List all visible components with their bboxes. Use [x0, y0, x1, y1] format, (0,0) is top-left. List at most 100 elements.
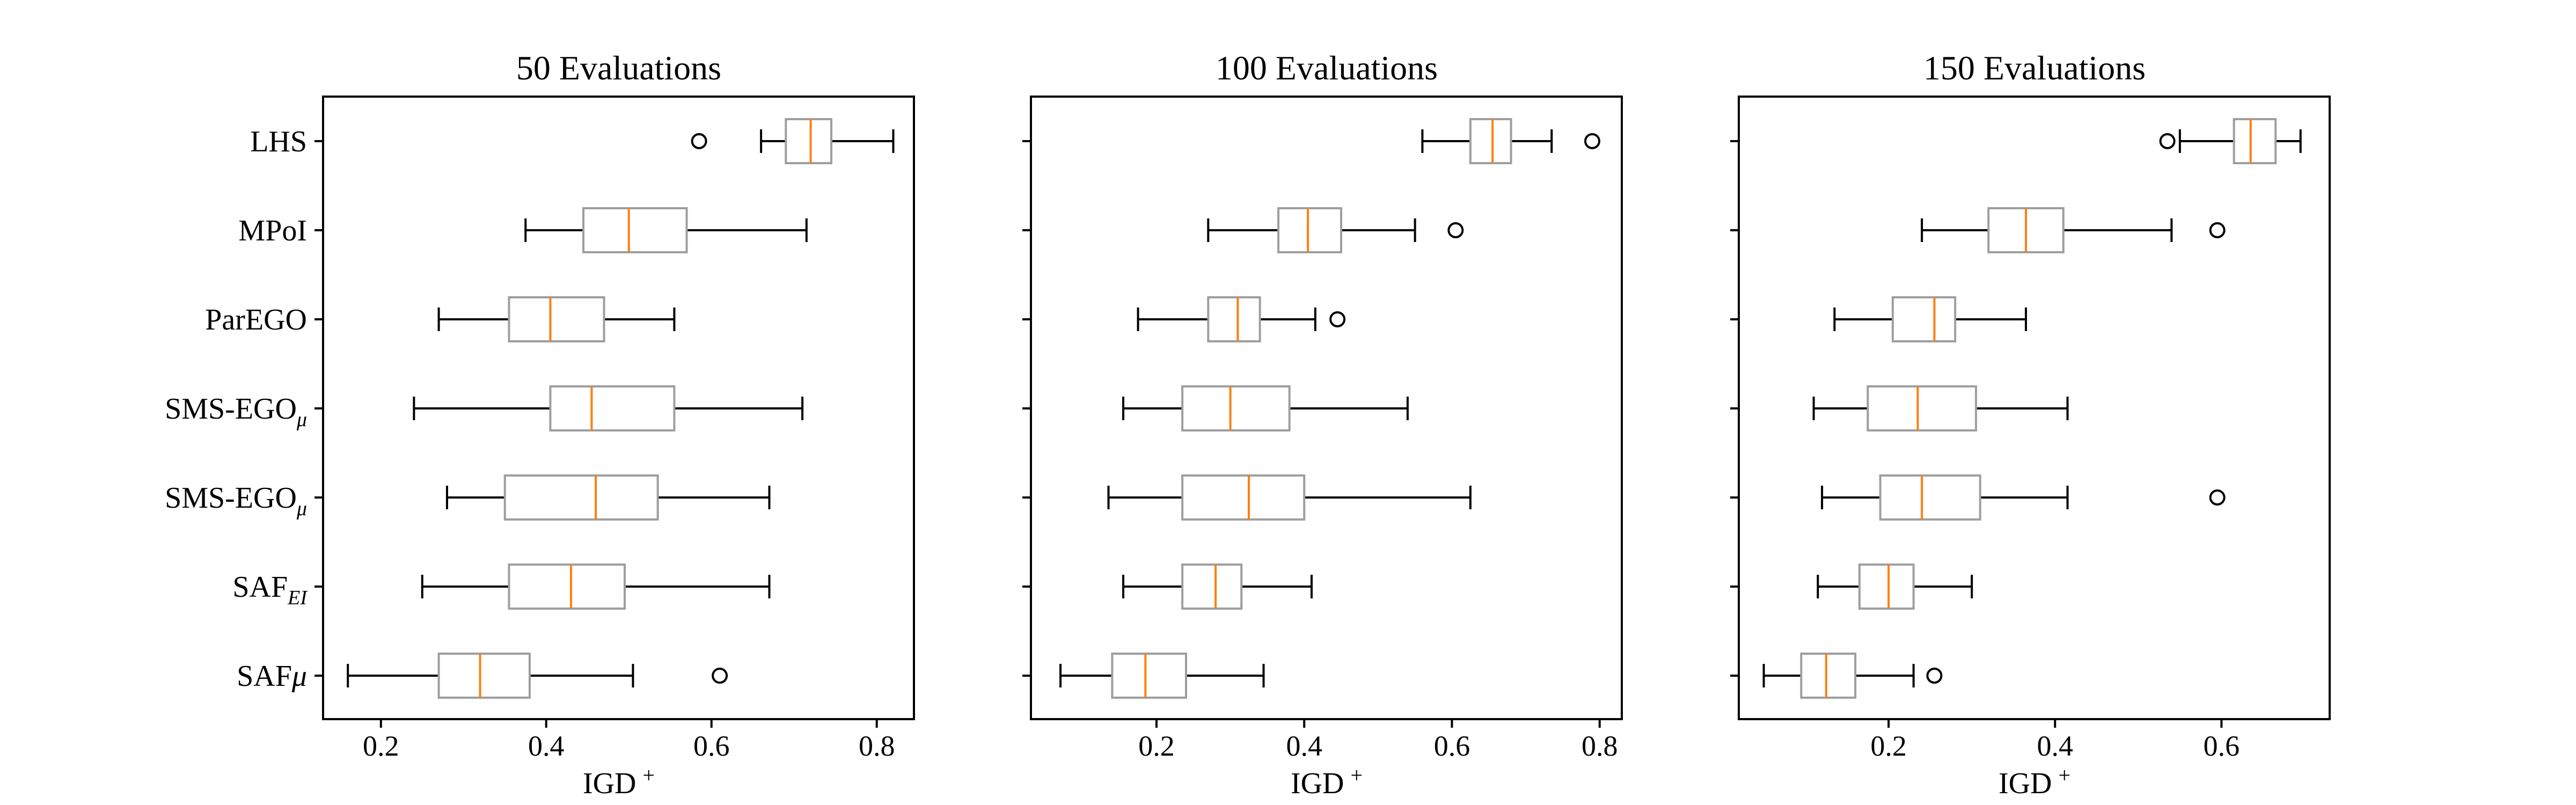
x-tick-label: 0.2 — [1870, 730, 1907, 762]
category-label: SAFμ — [237, 660, 307, 693]
x-axis-label: IGD + — [583, 763, 655, 800]
category-label-base: MPoI — [238, 214, 307, 247]
iqr-box — [1181, 564, 1243, 610]
iqr-box — [508, 296, 605, 342]
box-5 — [421, 564, 771, 610]
iqr-box — [508, 564, 626, 610]
category-label-sub: μ — [296, 408, 307, 431]
iqr-box — [1858, 564, 1915, 610]
iqr-box — [582, 207, 688, 253]
x-axis-label-sup: + — [2058, 763, 2070, 787]
category-label-base: SMS-EGO — [165, 481, 297, 515]
box-0 — [691, 118, 895, 164]
outlier-point — [2159, 133, 2176, 149]
category-label: SMS-EGOμ — [165, 481, 307, 520]
box-2 — [1137, 296, 1346, 342]
box-1 — [1921, 207, 2226, 253]
panel-title: 100 Evaluations — [1216, 49, 1438, 87]
box-1 — [1207, 207, 1464, 253]
x-tick-label: 0.4 — [528, 730, 565, 762]
box-3 — [1812, 385, 2069, 431]
axes-frame — [322, 96, 915, 720]
outlier-point — [2209, 222, 2226, 238]
outlier-point — [2209, 489, 2226, 506]
category-label: SMS-EGOμ — [165, 392, 307, 431]
x-axis-label-sup: + — [1350, 763, 1363, 787]
x-tick-label: 0.6 — [2204, 730, 2240, 762]
category-label-base: LHS — [250, 125, 307, 158]
category-label-sub: μ — [296, 497, 307, 520]
iqr-box — [1800, 653, 1857, 699]
iqr-box — [1879, 474, 1981, 521]
box-0 — [2159, 118, 2302, 164]
iqr-box — [1181, 385, 1291, 431]
panel-title: 50 Evaluations — [516, 49, 721, 87]
x-tick-label: 0.2 — [363, 730, 399, 762]
outlier-point — [1329, 311, 1346, 327]
iqr-box — [1867, 385, 1977, 431]
outlier-point — [1584, 133, 1600, 149]
x-axis-label-sup: + — [642, 763, 655, 787]
iqr-box — [437, 653, 531, 699]
x-tick-label: 0.6 — [1434, 730, 1470, 762]
x-axis-label-base: IGD — [583, 767, 636, 800]
box-6 — [1059, 653, 1265, 699]
box-1 — [524, 207, 808, 253]
plot-area: 0.2 0.4 0.6 — [1730, 96, 2331, 762]
panel-100-evaluations: 100 Evaluations 0.2 0.4 0.6 0.8 IGD + — [1022, 49, 1623, 800]
box-4 — [1821, 474, 2226, 521]
x-tick-label: 0.4 — [2037, 730, 2074, 762]
panel-50-evaluations: 50 Evaluations 0.2 0.4 0.6 0.8 IGD + — [314, 49, 915, 800]
outlier-point — [712, 668, 728, 684]
category-label-base: ParEGO — [205, 303, 307, 336]
outlier-point — [691, 133, 707, 149]
x-tick-label: 0.8 — [859, 730, 895, 762]
category-label-base: SAF — [232, 570, 288, 604]
x-tick-label: 0.8 — [1582, 730, 1618, 762]
category-label: LHS — [250, 125, 307, 158]
iqr-box — [1181, 474, 1306, 521]
box-0 — [1421, 118, 1600, 164]
x-axis-label-base: IGD — [1291, 767, 1344, 800]
panel-title: 150 Evaluations — [1923, 49, 2146, 87]
iqr-box — [1111, 653, 1188, 699]
x-axis-label: IGD + — [1999, 763, 2070, 800]
iqr-box — [1207, 296, 1261, 342]
category-label-sub: μ — [291, 660, 307, 693]
box-2 — [1833, 296, 2027, 342]
category-label: ParEGO — [205, 303, 307, 336]
box-5 — [1817, 564, 1973, 610]
iqr-box — [503, 474, 659, 521]
box-3 — [1122, 385, 1409, 431]
panel-150-evaluations: 150 Evaluations 0.2 0.4 0.6 IGD + — [1730, 49, 2331, 800]
box-2 — [437, 296, 676, 342]
box-5 — [1122, 564, 1313, 610]
category-label: SAFEI — [232, 570, 308, 609]
category-label: MPoI — [238, 214, 307, 247]
x-tick-label: 0.6 — [693, 730, 730, 762]
box-6 — [347, 653, 728, 699]
category-label-sub: EI — [287, 587, 308, 609]
plot-area: 0.2 0.4 0.6 0.8 — [314, 96, 915, 762]
box-4 — [445, 474, 771, 521]
box-6 — [1762, 653, 1943, 699]
iqr-box — [785, 118, 833, 164]
x-tick-label: 0.4 — [1286, 730, 1322, 762]
iqr-box — [1277, 207, 1343, 253]
iqr-box — [549, 385, 676, 431]
x-tick-label: 0.2 — [1138, 730, 1175, 762]
x-axis-label: IGD + — [1291, 763, 1363, 800]
category-label-base: SMS-EGO — [165, 392, 297, 426]
iqr-box — [1891, 296, 1957, 342]
outlier-point — [1447, 222, 1464, 238]
outlier-point — [1926, 668, 1943, 684]
iqr-box — [2233, 118, 2277, 164]
box-4 — [1107, 474, 1472, 521]
box-3 — [413, 385, 804, 431]
category-label-base: SAF — [237, 660, 292, 693]
x-axis-label-base: IGD — [1999, 767, 2052, 800]
iqr-box — [1469, 118, 1512, 164]
plot-area: 0.2 0.4 0.6 0.8 — [1022, 96, 1623, 762]
